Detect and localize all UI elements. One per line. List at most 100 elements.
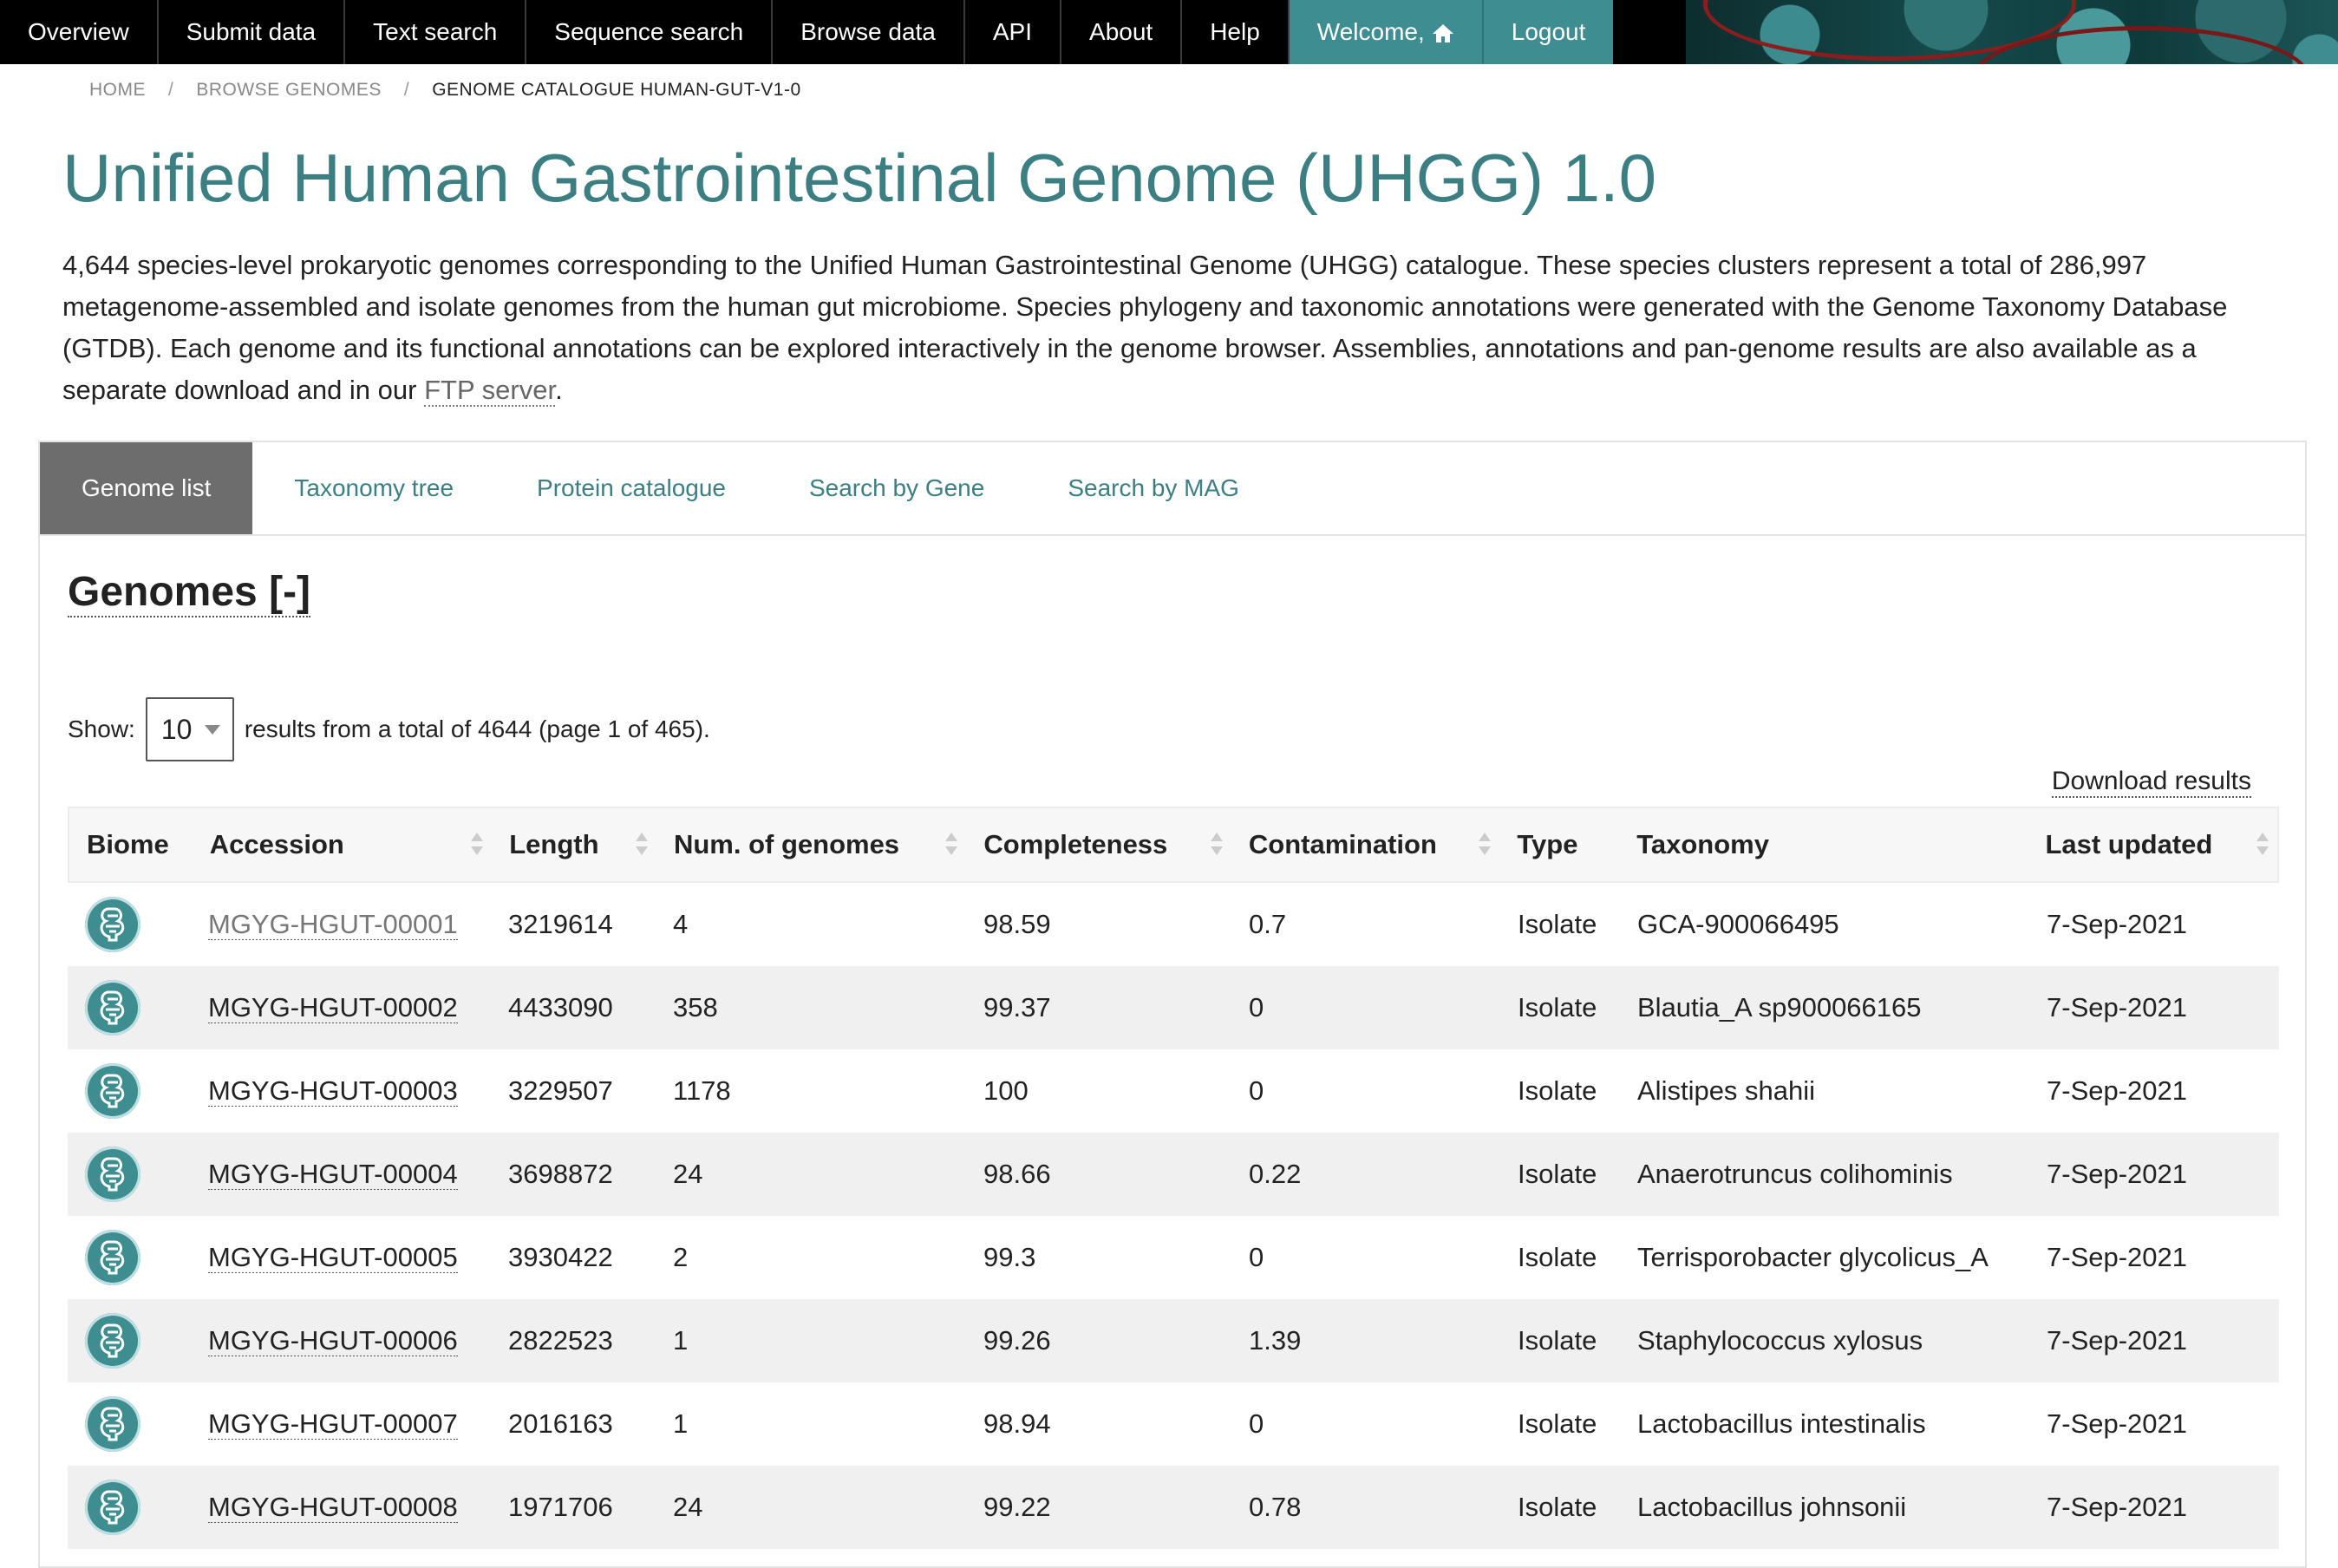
human-gut-biome-icon[interactable] xyxy=(85,1480,140,1535)
accession-link[interactable]: MGYG-HGUT-00002 xyxy=(208,992,458,1023)
breadcrumb-separator: / xyxy=(403,80,410,100)
header-contamination[interactable]: Contamination xyxy=(1231,807,1500,883)
breadcrumb-home[interactable]: HOME xyxy=(89,80,146,100)
download-results-link[interactable]: Download results xyxy=(2051,767,2251,798)
nav-welcome[interactable]: Welcome, xyxy=(1289,0,1484,64)
results-summary: results from a total of 4644 (page 1 of … xyxy=(244,715,710,742)
type-cell: Isolate xyxy=(1518,1159,1597,1189)
nav-logout[interactable]: Logout xyxy=(1483,0,1614,64)
completeness-cell: 98.66 xyxy=(983,1159,1051,1189)
home-icon xyxy=(1432,22,1454,42)
tab-taxonomy-tree[interactable]: Taxonomy tree xyxy=(294,474,454,501)
human-gut-biome-icon[interactable] xyxy=(85,1396,140,1452)
biome-cell xyxy=(68,1230,191,1285)
accession-cell: MGYG-HGUT-00006 xyxy=(191,1325,491,1356)
biome-cell xyxy=(68,1313,191,1369)
accession-cell: MGYG-HGUT-00004 xyxy=(191,1159,491,1190)
tab-search-by-gene[interactable]: Search by Gene xyxy=(808,474,985,501)
accession-link[interactable]: MGYG-HGUT-00001 xyxy=(208,909,458,940)
tab-protein-catalogue[interactable]: Protein catalogue xyxy=(537,474,726,501)
tab-bar: Genome list Taxonomy tree Protein catalo… xyxy=(40,442,2305,536)
header-last-updated[interactable]: Last updated xyxy=(2028,807,2277,883)
accession-link[interactable]: MGYG-HGUT-00008 xyxy=(208,1492,458,1523)
biome-cell xyxy=(68,1396,191,1452)
chevron-down-icon xyxy=(204,725,220,735)
sort-icon[interactable] xyxy=(945,833,958,857)
human-gut-biome-icon[interactable] xyxy=(85,1313,140,1369)
num-genomes-cell: 1 xyxy=(673,1408,689,1439)
header-type: Type xyxy=(1517,829,1578,859)
sort-icon[interactable] xyxy=(1479,833,1492,857)
accession-link[interactable]: MGYG-HGUT-00005 xyxy=(208,1242,458,1273)
page-size-select[interactable]: 10 xyxy=(145,697,234,761)
accession-link[interactable]: MGYG-HGUT-00004 xyxy=(208,1159,458,1190)
ftp-server-link[interactable]: FTP server xyxy=(424,375,556,407)
length-cell: 4433090 xyxy=(508,992,613,1022)
genomes-table: Biome Accession Length Num. of genomes C… xyxy=(68,807,2279,1549)
length-cell: 3930422 xyxy=(508,1242,613,1272)
sort-icon[interactable] xyxy=(1210,833,1223,857)
page-size-value: 10 xyxy=(160,713,193,745)
length-cell: 3219614 xyxy=(508,909,613,939)
human-gut-biome-icon[interactable] xyxy=(85,1230,140,1285)
length-cell: 3229507 xyxy=(508,1075,613,1106)
type-cell: Isolate xyxy=(1518,1492,1597,1522)
biome-cell xyxy=(68,1147,191,1202)
taxonomy-cell: Terrisporobacter glycolicus_A xyxy=(1637,1242,1989,1272)
welcome-label: Welcome, xyxy=(1316,18,1425,45)
tab-genome-list[interactable]: Genome list xyxy=(40,442,253,534)
accession-cell: MGYG-HGUT-00005 xyxy=(191,1242,491,1273)
completeness-cell: 99.22 xyxy=(983,1492,1051,1522)
tab-search-by-mag[interactable]: Search by MAG xyxy=(1068,474,1239,501)
completeness-cell: 98.59 xyxy=(983,909,1051,939)
contamination-cell: 0 xyxy=(1249,1242,1264,1272)
completeness-cell: 99.37 xyxy=(983,992,1051,1022)
header-completeness[interactable]: Completeness xyxy=(966,807,1231,883)
type-cell: Isolate xyxy=(1518,1075,1597,1106)
table-header: Biome Accession Length Num. of genomes C… xyxy=(68,807,2279,883)
table-row: MGYG-HGUT-00004 3698872 24 98.66 0.22 Is… xyxy=(68,1133,2279,1216)
breadcrumb-browse-genomes[interactable]: BROWSE GENOMES xyxy=(196,80,382,100)
nav-browse-data[interactable]: Browse data xyxy=(773,0,965,64)
human-gut-biome-icon[interactable] xyxy=(85,897,140,952)
num-genomes-cell: 358 xyxy=(673,992,718,1022)
accession-link[interactable]: MGYG-HGUT-00007 xyxy=(208,1408,458,1440)
sort-icon[interactable] xyxy=(2256,833,2269,857)
length-cell: 2822523 xyxy=(508,1325,613,1356)
table-row: MGYG-HGUT-00005 3930422 2 99.3 0 Isolate… xyxy=(68,1216,2279,1299)
table-row: MGYG-HGUT-00003 3229507 1178 100 0 Isola… xyxy=(68,1049,2279,1133)
sort-icon[interactable] xyxy=(471,833,484,857)
catalogue-panel: Genome list Taxonomy tree Protein catalo… xyxy=(38,441,2307,1568)
taxonomy-cell: Lactobacillus intestinalis xyxy=(1637,1408,1926,1439)
accession-link[interactable]: MGYG-HGUT-00006 xyxy=(208,1325,458,1356)
contamination-cell: 0 xyxy=(1249,992,1264,1022)
nav-overview[interactable]: Overview xyxy=(0,0,159,64)
nav-sequence-search[interactable]: Sequence search xyxy=(526,0,774,64)
completeness-cell: 100 xyxy=(983,1075,1029,1106)
human-gut-biome-icon[interactable] xyxy=(85,1147,140,1202)
last-updated-cell: 7-Sep-2021 xyxy=(2047,909,2188,939)
intro-paragraph: 4,644 species-level prokaryotic genomes … xyxy=(62,245,2265,411)
last-updated-cell: 7-Sep-2021 xyxy=(2047,992,2188,1022)
human-gut-biome-icon[interactable] xyxy=(85,1063,140,1119)
nav-list: Overview Submit data Text search Sequenc… xyxy=(0,0,1614,64)
nav-help[interactable]: Help xyxy=(1182,0,1290,64)
nav-text-search[interactable]: Text search xyxy=(345,0,527,64)
genomes-section-toggle[interactable]: Genomes [-] xyxy=(68,569,311,617)
sort-icon[interactable] xyxy=(635,833,648,857)
table-body: MGYG-HGUT-00001 3219614 4 98.59 0.7 Isol… xyxy=(68,883,2279,1549)
accession-link[interactable]: MGYG-HGUT-00003 xyxy=(208,1075,458,1107)
top-navigation: Overview Submit data Text search Sequenc… xyxy=(0,0,2338,64)
header-num-genomes[interactable]: Num. of genomes xyxy=(656,807,966,883)
nav-about[interactable]: About xyxy=(1061,0,1183,64)
human-gut-biome-icon[interactable] xyxy=(85,980,140,1036)
nav-api[interactable]: API xyxy=(965,0,1062,64)
nav-submit-data[interactable]: Submit data xyxy=(159,0,346,64)
biome-cell xyxy=(68,980,191,1036)
header-length[interactable]: Length xyxy=(492,807,656,883)
table-row: MGYG-HGUT-00006 2822523 1 99.26 1.39 Iso… xyxy=(68,1299,2279,1382)
last-updated-cell: 7-Sep-2021 xyxy=(2047,1325,2188,1356)
header-taxonomy: Taxonomy xyxy=(1636,829,1769,859)
header-accession[interactable]: Accession xyxy=(193,807,492,883)
type-cell: Isolate xyxy=(1518,909,1597,939)
